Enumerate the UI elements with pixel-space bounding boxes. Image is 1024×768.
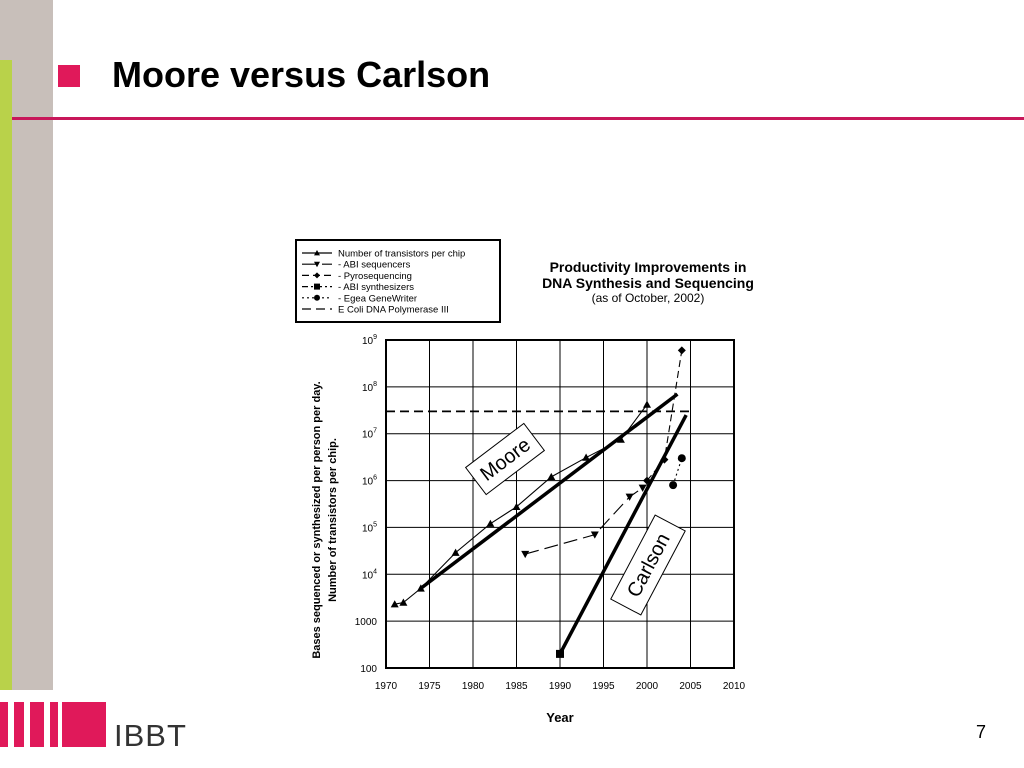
title-divider	[12, 117, 1024, 120]
chart-title-line1: Productivity Improvements in	[550, 259, 747, 275]
legend-label: - Pyrosequencing	[338, 271, 412, 282]
title-bullet-square	[58, 65, 80, 87]
data-point	[451, 548, 460, 556]
sidebar-green-band	[0, 60, 12, 690]
logo-text: IBBT	[114, 718, 187, 753]
data-point	[314, 294, 320, 301]
x-tick-label: 2000	[636, 681, 659, 692]
series-line	[525, 487, 643, 555]
data-point	[486, 519, 495, 527]
x-tick-label: 1980	[462, 681, 485, 692]
chart-series	[386, 346, 691, 658]
y-tick-label: 107	[362, 428, 377, 441]
data-point	[590, 531, 599, 539]
label-box	[464, 422, 546, 496]
chart-title-line2: DNA Synthesis and Sequencing	[542, 275, 754, 291]
legend-label: - ABI sequencers	[338, 260, 411, 271]
data-point	[314, 261, 320, 268]
page-number: 7	[976, 722, 987, 742]
data-point	[512, 502, 521, 511]
y-tick-labels: 100 1000 104 105 106 107 108 109	[355, 334, 378, 675]
x-axis-label: Year	[546, 710, 573, 725]
data-point	[314, 272, 320, 279]
data-point	[638, 484, 647, 492]
chart-grid	[386, 340, 734, 668]
chart-subtitle: (as of October, 2002)	[592, 291, 705, 305]
x-tick-label: 1970	[375, 681, 398, 692]
y-axis-label-line2: Number of transistors per chip.	[327, 438, 339, 602]
y-tick-label: 109	[362, 334, 377, 347]
slide-title: Moore versus Carlson	[112, 54, 491, 95]
trend-line-moore	[419, 392, 679, 590]
data-point	[314, 250, 320, 256]
x-tick-label: 1990	[549, 681, 572, 692]
data-point	[677, 454, 686, 463]
label-box	[610, 514, 686, 616]
data-point	[521, 550, 530, 559]
data-point	[582, 453, 591, 461]
series-abi-sequencers	[521, 484, 647, 559]
data-point	[399, 598, 408, 606]
x-tick-label: 2005	[679, 681, 702, 692]
data-point	[314, 283, 320, 290]
data-point	[643, 400, 651, 408]
trend-line-carlson	[558, 414, 688, 655]
data-point	[669, 481, 678, 490]
legend-label: - ABI synthesizers	[338, 282, 414, 293]
series-line	[672, 458, 683, 486]
y-tick-label: 1000	[355, 617, 378, 628]
x-tick-label: 2010	[723, 681, 746, 692]
data-point	[616, 435, 625, 443]
data-point	[390, 600, 399, 608]
y-tick-label: 104	[362, 568, 377, 581]
x-tick-labels: 1970 1975 1980 1985 1990 1995 2000 2005 2010	[375, 681, 746, 692]
plot-frame	[385, 339, 735, 669]
legend-label: E Coli DNA Polymerase III	[338, 305, 449, 316]
y-axis-label-line1: Bases sequenced or synthesized per perso…	[311, 381, 323, 658]
y-tick-label: 100	[360, 664, 377, 675]
data-point	[547, 472, 556, 481]
legend-label: - Egea GeneWriter	[338, 293, 417, 304]
x-tick-label: 1985	[505, 681, 528, 692]
x-tick-label: 1995	[592, 681, 615, 692]
data-point	[677, 346, 686, 355]
data-point	[625, 493, 634, 501]
y-tick-label: 106	[362, 475, 377, 488]
series-egea-genewriter	[669, 454, 686, 490]
chart-legend: Number of transistors per chip- ABI sequ…	[295, 239, 501, 323]
x-tick-label: 1975	[418, 681, 441, 692]
y-tick-label: 108	[362, 381, 377, 394]
y-tick-label: 105	[362, 521, 377, 534]
label-carlson: Carlson	[610, 514, 686, 616]
legend-label: Number of transistors per chip	[338, 249, 465, 260]
